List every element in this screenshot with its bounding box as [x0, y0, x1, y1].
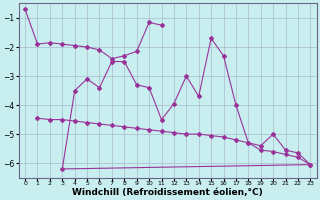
X-axis label: Windchill (Refroidissement éolien,°C): Windchill (Refroidissement éolien,°C) [72, 188, 263, 197]
